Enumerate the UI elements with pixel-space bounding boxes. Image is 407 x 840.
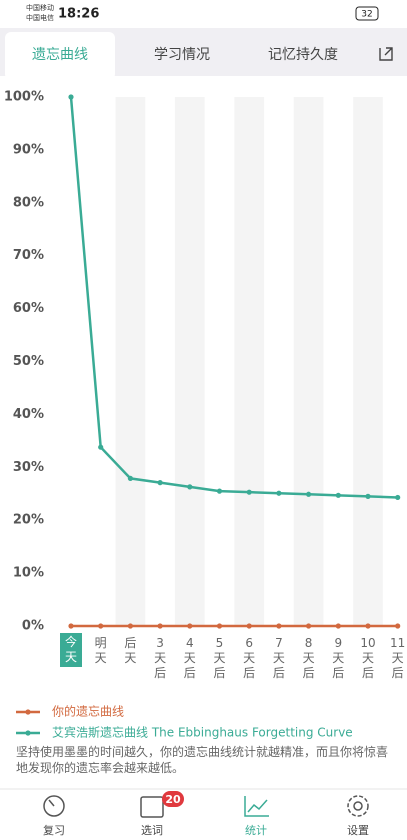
point (306, 491, 312, 497)
nav-icon[interactable] (43, 795, 65, 817)
point (335, 623, 341, 629)
x-tick-label: 4天后 (183, 636, 196, 680)
x-tick-label: 7天后 (272, 636, 285, 680)
legend-dot (25, 730, 31, 736)
nav-label[interactable]: 统计 (245, 824, 267, 837)
time: 18:26 (58, 7, 99, 22)
point (395, 623, 401, 629)
y-tick-label: 20% (13, 513, 44, 528)
point (157, 480, 163, 486)
column-band (353, 97, 383, 626)
x-tick-label: 9天后 (332, 636, 345, 680)
point (395, 494, 401, 501)
x-tick-label: 今天 (60, 633, 82, 667)
x-tick-label: 明天 (94, 636, 107, 665)
y-tick-label: 0% (22, 619, 44, 634)
column-band (293, 97, 324, 626)
point (246, 623, 252, 629)
point (127, 475, 133, 482)
point (68, 94, 74, 100)
y-tick-label: 60% (13, 301, 44, 316)
column-band (234, 97, 265, 626)
legend-dot (25, 709, 31, 715)
y-tick-label: 40% (13, 407, 44, 422)
nav-label[interactable]: 设置 (347, 824, 369, 837)
point (68, 623, 74, 629)
y-tick-label: 10% (13, 566, 44, 581)
legend-label: 你的遗忘曲线 (52, 704, 124, 719)
x-tick-label: 10天后 (360, 636, 376, 680)
carrier: 中国电信 (26, 13, 54, 22)
badge-text: 20 (165, 793, 181, 806)
point (157, 623, 163, 629)
point (187, 623, 193, 629)
point (276, 623, 282, 629)
point (216, 623, 223, 629)
note: 坚持使用墨墨的时间越久，你的遗忘曲线统计就越精准，而且你将惊喜地发现你的遗忘率会… (16, 745, 389, 775)
point (276, 490, 282, 496)
x-tick-label: 5天后 (213, 636, 226, 680)
nav-icon[interactable] (347, 795, 369, 817)
x-tick-label: 6天后 (243, 636, 256, 680)
y-tick-label: 80% (13, 195, 44, 210)
nav-icon (48, 799, 55, 807)
point (306, 623, 312, 629)
point (246, 489, 252, 495)
tab[interactable]: 遗忘曲线 (32, 47, 88, 63)
nav-label[interactable]: 选词 (141, 824, 163, 837)
point (365, 623, 371, 629)
x-tick-label: 8天后 (302, 636, 315, 680)
column-band (174, 97, 205, 626)
x-tick-label: 3天后 (154, 636, 167, 680)
battery-icon (355, 6, 379, 21)
nav-icon (353, 801, 363, 811)
point (98, 444, 104, 450)
column-band (115, 97, 146, 626)
point (127, 623, 133, 629)
carrier: 中国移动 (26, 3, 54, 12)
tab[interactable]: 学习情况 (154, 47, 210, 63)
point (98, 623, 104, 629)
point (335, 492, 341, 498)
x-tick-label: 后天 (124, 636, 137, 665)
y-tick-label: 100% (4, 90, 44, 105)
series-line (69, 96, 398, 499)
legend-label: 艾宾浩斯遗忘曲线 The Ebbinghaus Forgetting Curve (52, 725, 353, 740)
point (187, 484, 193, 490)
tab[interactable]: 记忆持久度 (268, 47, 338, 63)
badge (162, 791, 184, 807)
tab-selected-bg (5, 32, 115, 80)
x-tick-label: 11天后 (390, 636, 406, 680)
y-tick-label: 90% (13, 142, 44, 157)
point (216, 488, 223, 494)
share-icon[interactable] (379, 47, 393, 61)
point (365, 493, 371, 499)
y-tick-label: 70% (13, 248, 44, 263)
y-tick-label: 30% (13, 460, 44, 475)
battery: 32 (361, 10, 372, 20)
nav-label[interactable]: 复习 (43, 823, 65, 837)
y-tick-label: 50% (13, 354, 44, 369)
nav-icon[interactable] (244, 796, 269, 817)
nav-icon[interactable] (140, 796, 164, 818)
